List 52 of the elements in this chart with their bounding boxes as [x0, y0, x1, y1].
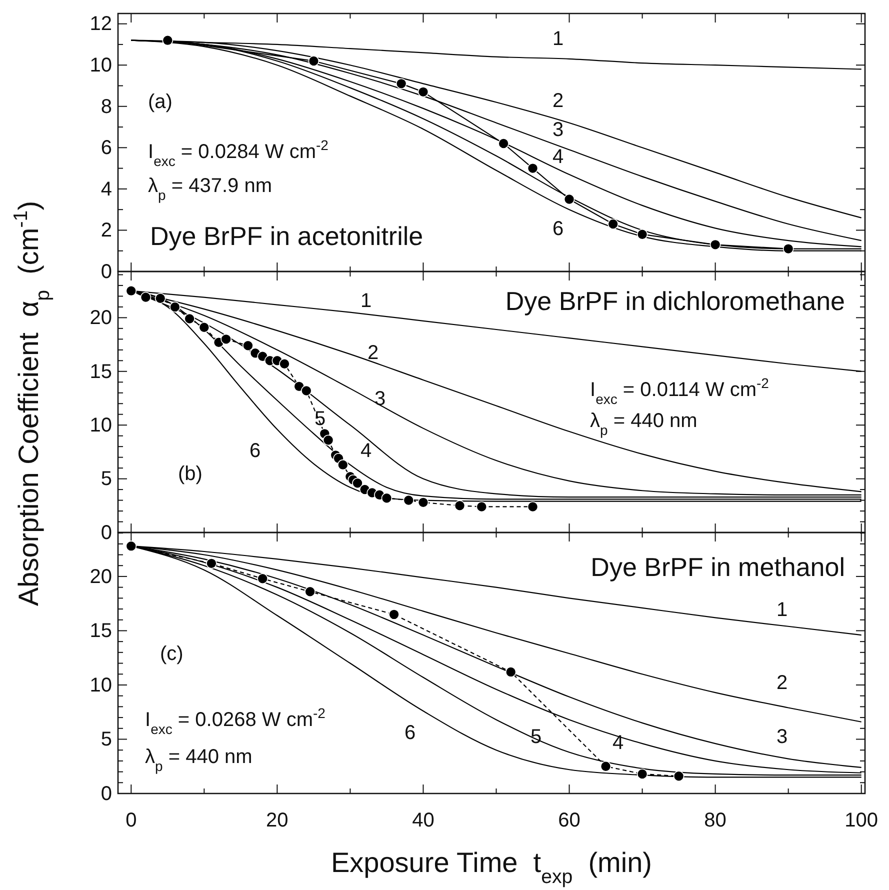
series-label: 3 [552, 119, 564, 142]
series-label: 6 [552, 218, 564, 240]
x-tick-label: 20 [266, 810, 288, 832]
annotation: (c) [160, 643, 184, 665]
series-label: 4 [612, 732, 624, 754]
x-tick-label: 40 [412, 810, 434, 832]
annotation: I$_{exc}$ = 0.0114 W cm$^{-2}$ [590, 375, 770, 407]
series-label: 6 [249, 440, 261, 462]
annotation: λ$_{p}$ = 440 nm [145, 746, 252, 774]
series-label: 5 [314, 408, 326, 430]
y-tick-label: 4 [100, 178, 112, 200]
series-label: 2 [552, 90, 564, 112]
x-tick-label: 60 [558, 810, 580, 832]
y-tick-label: 15 [90, 360, 112, 383]
y-tick-label: 20 [90, 307, 112, 330]
y-tick-label: 10 [90, 414, 112, 436]
y-tick-label: 6 [100, 137, 112, 160]
y-tick-label: 0 [100, 260, 112, 283]
y-tick-label: 0 [100, 522, 112, 544]
y-tick-label: 12 [90, 13, 112, 36]
annotation: (b) [178, 463, 202, 485]
series-label: 1 [360, 290, 372, 312]
x-tick-label: 80 [704, 810, 726, 832]
series-label: 2 [367, 342, 379, 364]
annotation: Dye BrPF in acetonitrile [150, 221, 424, 251]
annotation: λ$_{p}$ = 437.9 nm [148, 175, 272, 203]
y-tick-label: 20 [90, 566, 112, 588]
series-label: 1 [552, 28, 564, 50]
series-label: 3 [374, 388, 386, 410]
y-tick-label: 0 [100, 782, 112, 805]
series-label: 3 [776, 726, 788, 748]
series-label: 1 [776, 599, 788, 622]
annotation: (a) [148, 91, 172, 113]
series-label: 4 [552, 146, 564, 168]
series-label: 2 [776, 672, 788, 694]
y-tick-label: 10 [90, 54, 112, 76]
x-axis-title: Exposure Time t$_{exp}$ (min) [330, 847, 652, 888]
series-label: 6 [404, 722, 416, 744]
y-tick-label: 10 [90, 674, 112, 696]
annotation: I$_{exc}$ = 0.0268 W cm$^{-2}$ [145, 705, 326, 737]
y-tick-label: 5 [100, 728, 112, 751]
x-tick-label: 100 [844, 810, 878, 832]
series-label: 4 [360, 440, 372, 462]
annotation: I$_{exc}$ = 0.0284 W cm$^{-2}$ [148, 137, 329, 169]
y-tick-label: 5 [100, 468, 112, 490]
y-tick-label: 15 [90, 620, 112, 642]
y-tick-label: 8 [100, 96, 112, 118]
x-tick-label: 0 [126, 810, 137, 832]
annotation: Dye BrPF in dichloromethane [505, 286, 845, 316]
y-tick-label: 2 [100, 220, 112, 242]
annotation: λ$_{p}$ = 440 nm [590, 410, 698, 438]
annotation: Dye BrPF in methanol [590, 552, 845, 582]
